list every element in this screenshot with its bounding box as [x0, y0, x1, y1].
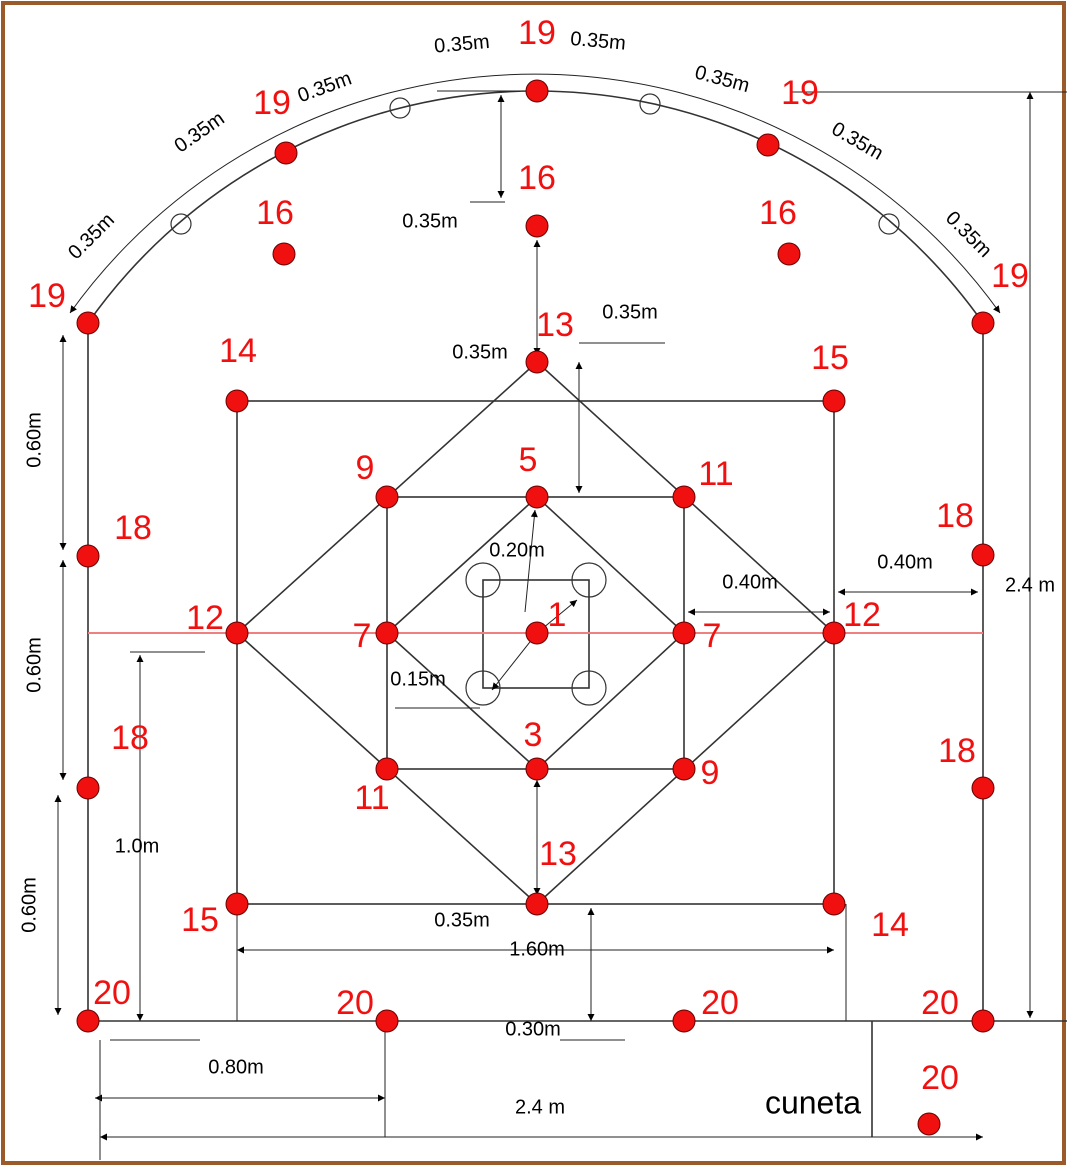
hole-label: 7: [703, 617, 722, 655]
dimension-label: 0.35m: [569, 28, 626, 55]
dimension-label: 0.35m: [433, 31, 490, 58]
hole-label: 20: [701, 984, 739, 1022]
charged-hole: [525, 485, 549, 509]
note: cuneta: [765, 1084, 861, 1120]
hole-label: 20: [336, 984, 374, 1022]
dimension-label: 0.40m: [722, 571, 778, 593]
charged-hole: [525, 214, 549, 238]
hole-label: 16: [518, 159, 556, 197]
holes: [76, 79, 995, 1136]
charged-hole: [76, 776, 100, 800]
dimension-label: 0.30m: [505, 1018, 561, 1040]
hole-label: 16: [256, 194, 294, 232]
hole-label: 16: [759, 194, 797, 232]
charged-hole: [375, 1009, 399, 1033]
empty-hole: [465, 562, 501, 598]
empty-hole: [878, 213, 900, 235]
charged-hole: [525, 79, 549, 103]
dimension-label: 0.40m: [877, 551, 933, 573]
dimension-label: 2.4 m: [515, 1096, 565, 1118]
charged-hole: [525, 757, 549, 781]
empty-hole: [639, 93, 661, 115]
charged-hole: [822, 621, 846, 645]
hole-label: 14: [871, 906, 909, 944]
dimension-label: 0.60m: [18, 877, 40, 933]
dimension-label: 0.35m: [434, 909, 490, 931]
charged-hole: [225, 389, 249, 413]
dimension-label: 0.60m: [23, 412, 45, 468]
charged-hole: [525, 350, 549, 374]
hole-label: 18: [936, 497, 974, 535]
charged-hole: [672, 621, 696, 645]
charged-hole: [375, 621, 399, 645]
hole-label: 20: [921, 984, 959, 1022]
hole-label: 20: [921, 1059, 959, 1097]
charged-hole: [971, 543, 995, 567]
charged-hole: [822, 389, 846, 413]
hole-label: 11: [698, 455, 733, 493]
charged-hole: [672, 485, 696, 509]
empty-hole: [170, 213, 192, 235]
charged-hole: [375, 757, 399, 781]
charged-hole: [274, 141, 298, 165]
dimension-label: 0.35m: [602, 301, 658, 323]
charged-hole: [225, 892, 249, 916]
charged-hole: [76, 544, 100, 568]
empty-hole: [571, 562, 607, 598]
hole-label: 15: [181, 901, 219, 939]
charged-hole: [76, 1009, 100, 1033]
hole-label: 18: [114, 509, 152, 547]
hole-label: 19: [28, 277, 66, 315]
hole-label: 12: [186, 599, 224, 637]
charged-hole: [225, 621, 249, 645]
hole-label: 3: [524, 716, 543, 754]
charged-hole: [76, 311, 100, 335]
hole-label: 11: [354, 779, 389, 817]
charged-hole: [971, 1009, 995, 1033]
dimension-label: 1.0m: [115, 835, 159, 857]
hole-label: 19: [518, 14, 556, 52]
empty-hole: [465, 670, 501, 706]
charged-hole: [756, 133, 780, 157]
hole-label: 14: [219, 332, 257, 370]
charged-hole: [272, 242, 296, 266]
hole-label: 20: [93, 974, 131, 1012]
dimension-label: 0.60m: [23, 637, 45, 693]
hole-label: 9: [701, 754, 720, 792]
charged-hole: [672, 757, 696, 781]
charged-hole: [525, 621, 549, 645]
dimension-label: 0.15m: [390, 668, 446, 690]
dimension-label: 0.20m: [489, 539, 545, 561]
hole-label: 13: [536, 306, 574, 344]
charged-hole: [525, 892, 549, 916]
hole-label: 12: [843, 596, 881, 634]
empty-hole: [571, 670, 607, 706]
hole-label: 18: [111, 719, 149, 757]
hole-label: 18: [938, 732, 976, 770]
charged-hole: [672, 1009, 696, 1033]
charged-hole: [917, 1112, 941, 1136]
hole-label: 19: [991, 257, 1029, 295]
dimension-label: 1.60m: [509, 938, 565, 960]
charged-hole: [822, 892, 846, 916]
charged-hole: [971, 776, 995, 800]
dimension-label: 2.4 m: [1005, 574, 1055, 596]
charged-hole: [375, 485, 399, 509]
charged-hole: [971, 311, 995, 335]
charged-hole: [777, 242, 801, 266]
dimension-label: 0.35m: [402, 210, 458, 232]
dimension-label: 0.35m: [452, 341, 508, 363]
hole-label: 1: [548, 596, 567, 634]
hole-label: 19: [253, 84, 291, 122]
hole-label: 19: [781, 74, 819, 112]
hole-label: 15: [811, 339, 849, 377]
hole-label: 9: [356, 449, 375, 487]
hole-label: 5: [519, 441, 538, 479]
hole-label: 7: [353, 617, 372, 655]
dimension-label: 0.80m: [208, 1056, 264, 1078]
empty-hole: [389, 97, 411, 119]
hole-label: 13: [539, 835, 577, 873]
